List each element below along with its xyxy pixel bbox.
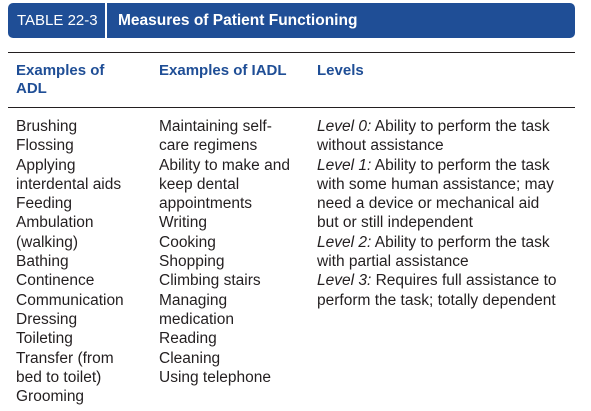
adl-example-line: (walking) (16, 233, 79, 251)
table-title: Measures of Patient Functioning (118, 11, 358, 29)
column-header-adl-line: ADL (16, 80, 47, 97)
column-header-iadl: Examples of IADL (159, 62, 287, 79)
iadl-example-line: keep dental (159, 175, 240, 193)
column-header-adl-line: Examples of (16, 62, 105, 79)
adl-example-line: Bathing (16, 253, 69, 271)
adl-example-line: Feeding (16, 195, 73, 213)
adl-examples-column: Brushing Flossing Applying interdental aids… (16, 117, 124, 406)
level-description-text: perform the task; totally dependent (317, 291, 556, 309)
iadl-example-line: appointments (159, 195, 253, 213)
iadl-example-line: Managing (159, 291, 228, 309)
adl-example-line: bed to toilet) (16, 368, 102, 386)
iadl-example-line: medication (159, 310, 234, 328)
iadl-example-line: Climbing stairs (159, 272, 261, 290)
adl-example-line: Grooming (16, 388, 85, 406)
title-divider (105, 3, 107, 38)
level-name: Level 3: (317, 272, 372, 290)
table-number: TABLE 22-3 (17, 12, 98, 29)
level-description-text: Ability to perform the task (371, 156, 550, 174)
iadl-example-line: Cooking (159, 233, 216, 251)
level-description-text: without assistance (317, 137, 444, 155)
header-bottom-rule (8, 107, 575, 108)
level-description-text: with partial assistance (317, 253, 469, 271)
header-top-rule (8, 52, 575, 53)
iadl-example-line: Ability to make and (159, 156, 290, 174)
level-description-line: need a device or mechanical aid (317, 194, 557, 213)
adl-example-line: Transfer (from (16, 349, 114, 367)
level-description-text: Ability to perform the task (371, 233, 550, 251)
level-name: Level 2: (317, 233, 372, 251)
level-description-text: but or still independent (317, 214, 473, 232)
iadl-example-line: Cleaning (159, 349, 221, 367)
adl-example-line: Toileting (16, 330, 73, 348)
level-description-line: perform the task; totally dependent (317, 291, 557, 310)
iadl-example-line: Writing (159, 214, 207, 232)
level-description-text: with some human assistance; may (317, 175, 554, 193)
iadl-examples-column: Maintaining self-care regimens Ability to… (159, 117, 290, 387)
adl-example-line: Continence (16, 272, 95, 290)
level-name: Level 0: (317, 118, 372, 135)
adl-example-line: Applying (16, 156, 76, 174)
adl-example-line: Brushing (16, 118, 78, 135)
adl-example-line: Communication (16, 291, 124, 309)
adl-example-line: Flossing (16, 137, 74, 155)
iadl-example-line: Maintaining self- (159, 118, 272, 135)
table-title-bar: TABLE 22-3 Measures of Patient Functioni… (8, 3, 575, 38)
level-description-line: with partial assistance (317, 252, 557, 271)
level-description-line: Level 2: Ability to perform the task (317, 233, 557, 252)
column-header-levels: Levels (317, 62, 364, 79)
level-description-text: Requires full assistance to (371, 272, 557, 290)
level-name: Level 1: (317, 156, 372, 174)
level-description-line: Level 3: Requires full assistance to (317, 271, 557, 290)
iadl-example-line: Shopping (159, 253, 225, 271)
adl-example-line: Ambulation (16, 214, 94, 232)
level-description-line: Level 0: Ability to perform the task (317, 117, 557, 136)
level-description-text: Ability to perform the task (371, 118, 550, 135)
iadl-example-line: Reading (159, 330, 217, 348)
level-description-line: without assistance (317, 136, 557, 155)
adl-example-line: Dressing (16, 310, 78, 328)
iadl-example-line: Using telephone (159, 368, 272, 386)
level-description-line: but or still independent (317, 213, 557, 232)
level-description-line: with some human assistance; may (317, 175, 557, 194)
levels-column: Level 0: Ability to perform the task with… (317, 117, 557, 310)
level-description-line: Level 1: Ability to perform the task (317, 156, 557, 175)
level-description-text: need a device or mechanical aid (317, 195, 540, 213)
iadl-example-line: care regimens (159, 137, 258, 155)
column-header-adl: Examples of ADL (16, 62, 104, 98)
adl-example-line: interdental aids (16, 175, 122, 193)
